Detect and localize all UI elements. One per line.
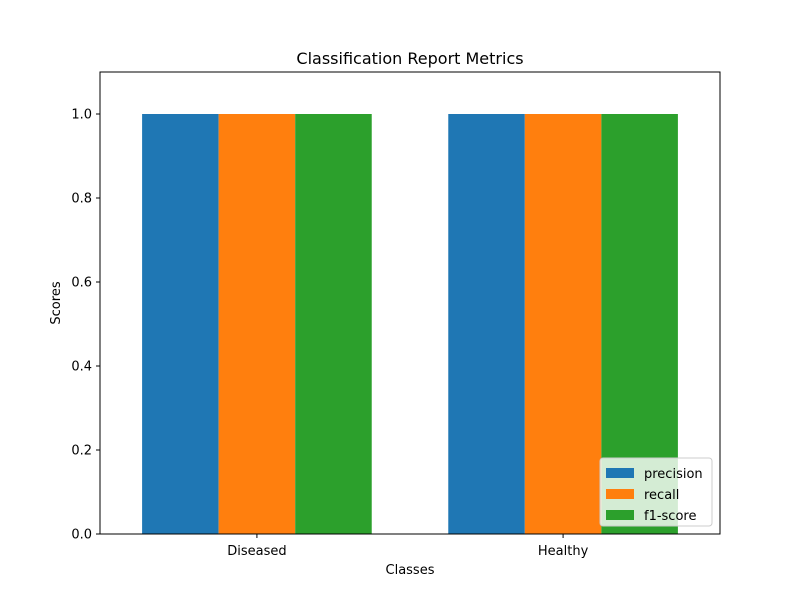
- x-axis-label: Classes: [386, 563, 435, 578]
- legend-label-f1-score: f1-score: [644, 509, 696, 524]
- y-axis-label: Scores: [49, 281, 64, 324]
- bar-healthy-recall: [524, 114, 602, 534]
- y-tick-label: 0.6: [71, 276, 92, 291]
- legend: precision recall f1-score: [599, 457, 713, 527]
- bars-group: [142, 114, 678, 534]
- y-axis: 0.0 0.2 0.4 0.6 0.8 1.0: [71, 108, 100, 543]
- legend-swatch-precision: [606, 468, 634, 478]
- plot-frame: [99, 71, 721, 535]
- y-tick-label: 0.4: [71, 360, 92, 375]
- bar-diseased-f1-score: [295, 114, 372, 534]
- legend-swatch-recall: [606, 489, 634, 499]
- legend-swatch-f1-score: [606, 510, 634, 520]
- x-axis: Diseased Healthy: [227, 534, 589, 559]
- x-tick-label-healthy: Healthy: [538, 544, 589, 559]
- chart-title: Classification Report Metrics: [296, 49, 523, 68]
- legend-label-precision: precision: [644, 467, 703, 482]
- bar-diseased-precision: [142, 114, 219, 534]
- y-tick-label: 0.0: [71, 528, 92, 543]
- legend-label-recall: recall: [644, 488, 679, 503]
- y-tick-label: 0.8: [71, 192, 92, 207]
- bar-diseased-recall: [218, 114, 296, 534]
- y-tick-label: 0.2: [71, 444, 92, 459]
- y-tick-label: 1.0: [71, 108, 92, 123]
- bar-healthy-precision: [448, 114, 525, 534]
- x-tick-label-diseased: Diseased: [227, 544, 286, 559]
